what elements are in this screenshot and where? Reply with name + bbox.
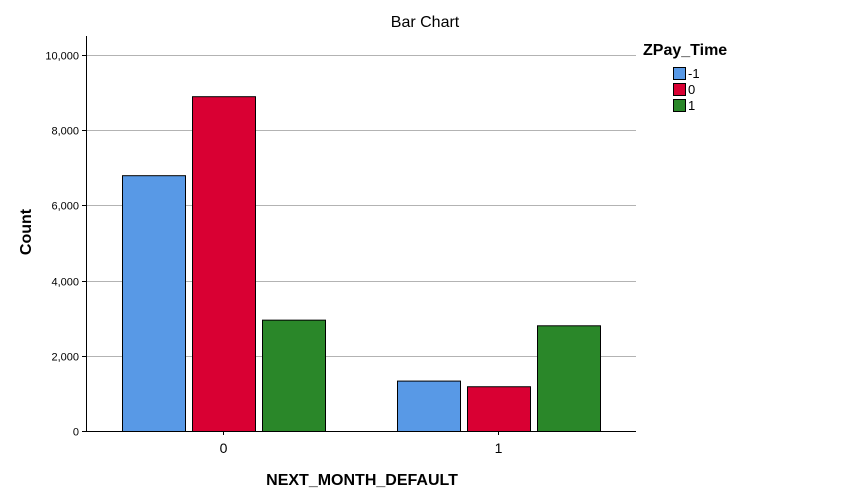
chart-title: Bar Chart [391, 14, 460, 31]
y-tick-label: 8,000 [51, 126, 79, 138]
axes: 0 2,000 4,000 6,000 8,000 10,000 0 1 [45, 36, 636, 456]
legend-label: 0 [688, 82, 695, 97]
legend-swatch [673, 67, 686, 80]
bar [467, 386, 531, 433]
legend-label: -1 [688, 66, 700, 81]
bar [397, 380, 461, 433]
y-axis-title: Count [18, 208, 35, 255]
y-tick-label: 0 [73, 427, 79, 439]
legend-items: -101 [673, 66, 700, 113]
y-tick-label: 6,000 [51, 201, 79, 213]
bar [192, 96, 256, 432]
y-tick-label: 4,000 [51, 277, 79, 289]
legend: ZPay_Time -101 [643, 42, 727, 113]
bar [537, 325, 601, 432]
bar [262, 319, 326, 432]
legend-swatch [673, 99, 686, 112]
y-tick-label: 10,000 [45, 51, 79, 63]
legend-label: 1 [688, 98, 695, 113]
y-tick-label: 2,000 [51, 352, 79, 364]
x-axis-title: NEXT_MONTH_DEFAULT [266, 472, 458, 489]
x-tick-label: 1 [495, 440, 503, 456]
bar [122, 175, 186, 432]
legend-swatch [673, 83, 686, 96]
x-tick-label: 0 [220, 440, 228, 456]
bars [122, 96, 601, 433]
legend-title: ZPay_Time [643, 42, 727, 59]
